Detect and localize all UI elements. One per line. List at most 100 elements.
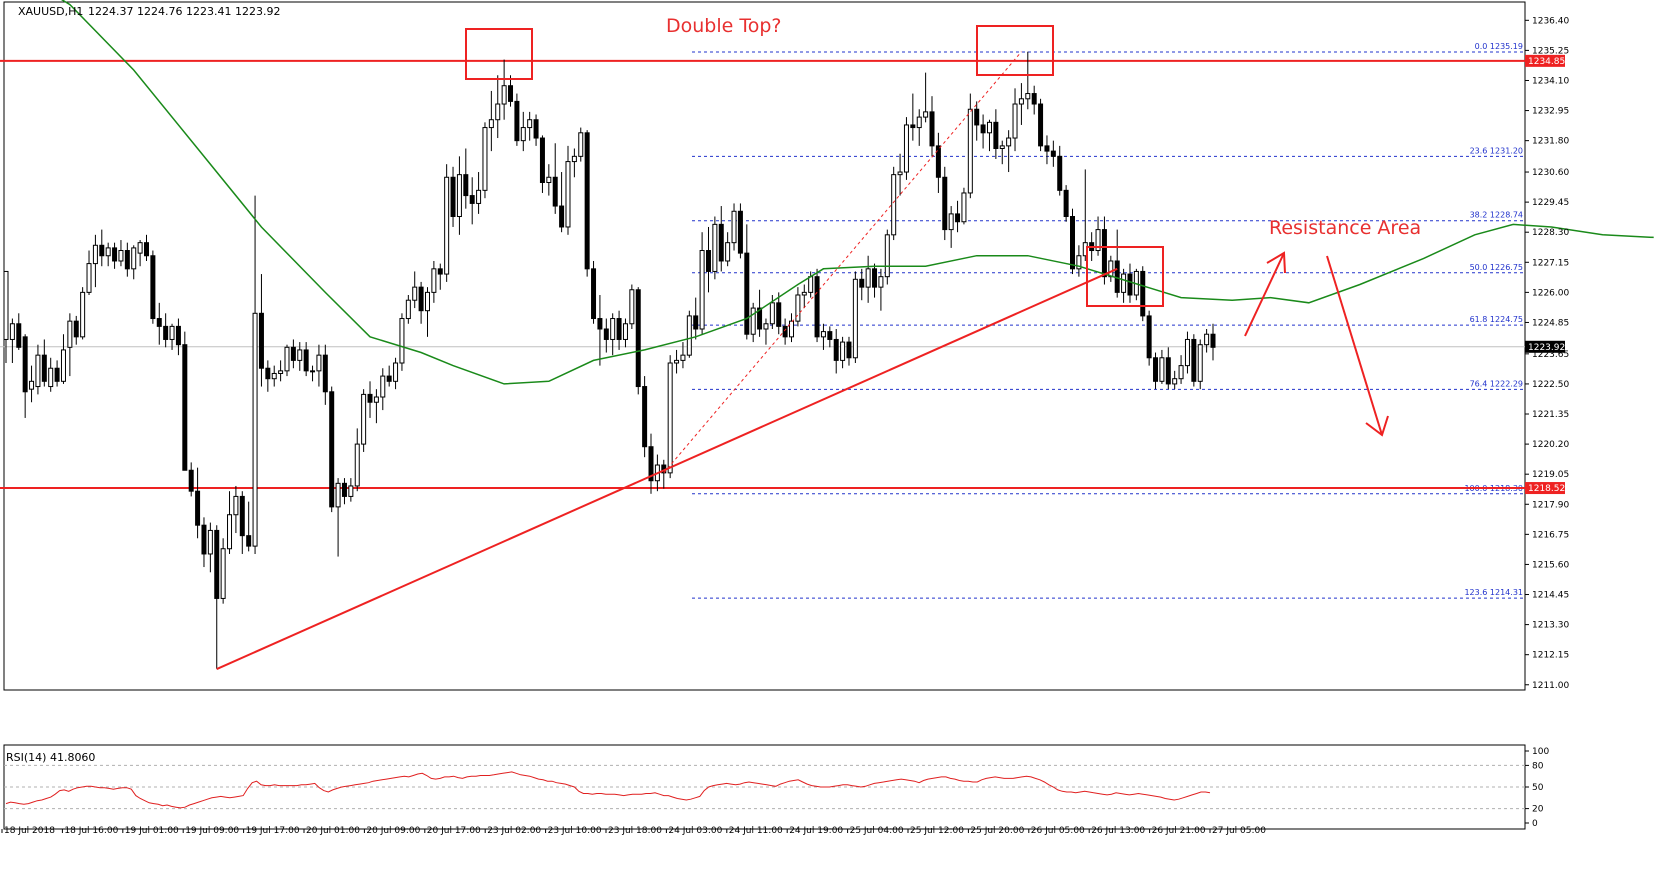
time-tick-label: 20 Jul 01:00	[306, 826, 360, 836]
candle-body	[852, 278, 858, 359]
candle-body	[648, 446, 654, 482]
level-price-box	[1525, 482, 1565, 495]
candle-body	[329, 391, 335, 508]
candle-body	[667, 362, 673, 474]
candle-body	[1204, 333, 1210, 346]
candle-body	[1095, 229, 1101, 252]
fib-level-label: 23.6 1231.20	[1470, 146, 1523, 155]
price-tick-label: 1211.00	[1532, 681, 1569, 691]
candle-body	[514, 100, 520, 142]
candle-body	[92, 244, 98, 265]
candle-body	[674, 359, 680, 364]
drawings-layer	[216, 25, 1389, 670]
candle-body	[246, 535, 252, 547]
candle-body	[131, 247, 137, 270]
time-tick-label: 18 Jul 16:00	[64, 826, 118, 836]
candle-body	[731, 210, 737, 244]
candle-body	[1018, 98, 1024, 105]
candle-body	[361, 393, 367, 445]
fib-level-label: 123.6 1214.31	[1464, 588, 1523, 597]
candle-body	[386, 375, 392, 382]
candle-body	[284, 346, 290, 372]
rsi-tick-label: 0	[1532, 819, 1538, 829]
candle-body	[1006, 137, 1012, 147]
time-tick-label: 19 Jul 01:00	[125, 826, 179, 836]
price-tick-label: 1222.50	[1532, 380, 1569, 390]
time-tick-label: 23 Jul 02:00	[487, 826, 541, 836]
candle-body	[99, 244, 105, 257]
candle-body	[546, 176, 552, 184]
candle-body	[1121, 273, 1127, 293]
candle-body	[1076, 255, 1082, 270]
candle-body	[220, 548, 226, 599]
candle-body	[488, 119, 494, 129]
candle-body	[865, 268, 871, 288]
level-price-label: 1218.52	[1528, 484, 1565, 494]
candle-body	[1210, 333, 1216, 348]
candle-body	[980, 124, 986, 134]
price-tick-label: 1221.35	[1532, 410, 1569, 420]
current-price-box	[1525, 340, 1565, 353]
candle-body	[182, 344, 188, 471]
price-tick-label: 1212.15	[1532, 651, 1569, 661]
candle-body	[935, 145, 941, 178]
candle-body	[872, 268, 878, 288]
fibonacci-layer: 0.0 1235.19 23.6 1231.20 38.2 1228.74 50.0 …	[0, 42, 1525, 599]
price-tick-label: 1224.85	[1532, 318, 1569, 328]
candle-body	[258, 312, 264, 369]
candle-body	[508, 85, 514, 102]
candle-body	[112, 247, 118, 262]
candle-body	[565, 161, 571, 228]
candle-body	[35, 354, 41, 388]
down-arrow-head	[1365, 415, 1389, 437]
candle-body	[571, 155, 577, 163]
candle-body	[1063, 189, 1069, 218]
candle-body	[827, 331, 833, 340]
candle-body	[597, 318, 603, 330]
candle-body	[412, 286, 418, 301]
moving-average-layer	[60, 0, 1654, 385]
candle-body	[310, 370, 316, 373]
price-tick-label: 1236.40	[1532, 16, 1569, 26]
candle-body	[150, 255, 156, 320]
price-tick-label: 1227.15	[1532, 258, 1569, 268]
candle-body	[124, 250, 130, 270]
candle-body	[635, 289, 641, 388]
candle-body	[1044, 145, 1050, 152]
candle-body	[1197, 344, 1203, 382]
candle-body	[942, 176, 948, 231]
candle-body	[795, 294, 801, 322]
candle-body	[393, 362, 399, 382]
candle-body	[840, 341, 846, 361]
price-tick-label: 1219.05	[1532, 470, 1569, 480]
candle-body	[418, 286, 424, 312]
candle-body	[265, 367, 271, 380]
candle-body	[405, 299, 411, 320]
candle-body	[367, 393, 373, 403]
candle-body	[373, 396, 379, 403]
candle-body	[424, 291, 430, 312]
current-price-label: 1223.92	[1528, 343, 1565, 353]
price-tick-label: 1220.20	[1532, 440, 1569, 450]
candle-body	[437, 268, 443, 275]
price-tick-label: 1228.30	[1532, 228, 1569, 238]
candle-body	[278, 370, 284, 374]
candle-body	[163, 325, 169, 340]
candle-body	[469, 195, 475, 204]
candle-body	[527, 119, 533, 129]
candle-body	[814, 276, 820, 338]
candle-body	[16, 323, 22, 348]
candle-body	[3, 270, 9, 340]
candles-layer	[3, 51, 1216, 670]
candle-body	[1127, 273, 1133, 296]
candle-body	[1012, 103, 1018, 139]
candle-body	[1140, 270, 1146, 317]
fib-level-label: 38.2 1228.74	[1470, 211, 1523, 220]
candle-body	[629, 289, 635, 325]
candle-body	[41, 354, 47, 382]
price-tick-label: 1230.60	[1532, 168, 1569, 178]
time-tick-label: 20 Jul 09:00	[366, 826, 420, 836]
candle-body	[884, 234, 890, 278]
